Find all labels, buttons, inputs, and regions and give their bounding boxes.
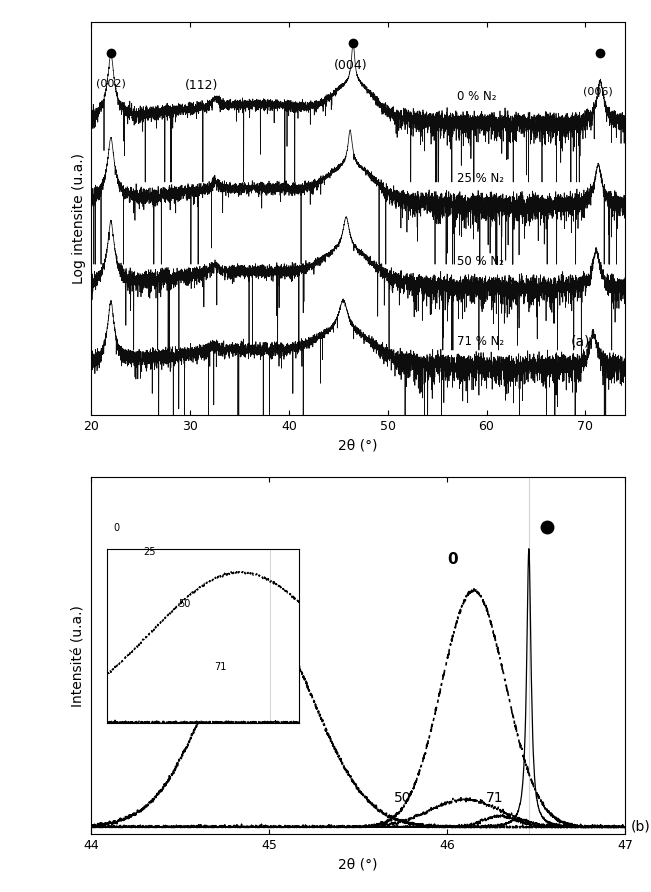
Text: 50: 50 xyxy=(178,599,191,609)
Text: (b): (b) xyxy=(630,820,650,833)
Text: 0 % N₂: 0 % N₂ xyxy=(457,90,497,103)
Text: (112): (112) xyxy=(185,79,219,93)
Text: 25 % N₂: 25 % N₂ xyxy=(457,172,504,186)
Text: 71: 71 xyxy=(486,791,504,805)
Text: 71 % N₂: 71 % N₂ xyxy=(457,335,504,348)
Text: 71: 71 xyxy=(214,662,226,672)
Text: 50 % N₂: 50 % N₂ xyxy=(457,255,504,268)
X-axis label: 2θ (°): 2θ (°) xyxy=(339,857,378,871)
Text: 25: 25 xyxy=(228,615,249,631)
Text: (002): (002) xyxy=(96,78,126,89)
Text: (006): (006) xyxy=(583,87,613,96)
Y-axis label: Log intensite (u.a.): Log intensite (u.a.) xyxy=(72,153,85,284)
Text: (a): (a) xyxy=(570,334,590,348)
Text: 25: 25 xyxy=(143,547,156,557)
Text: (004): (004) xyxy=(335,59,368,71)
Text: 0: 0 xyxy=(113,523,119,533)
X-axis label: 2θ (°): 2θ (°) xyxy=(339,438,378,452)
Text: 50: 50 xyxy=(394,791,411,805)
Text: 0: 0 xyxy=(447,552,458,567)
Y-axis label: Intensité (u.a.): Intensité (u.a.) xyxy=(72,605,85,706)
